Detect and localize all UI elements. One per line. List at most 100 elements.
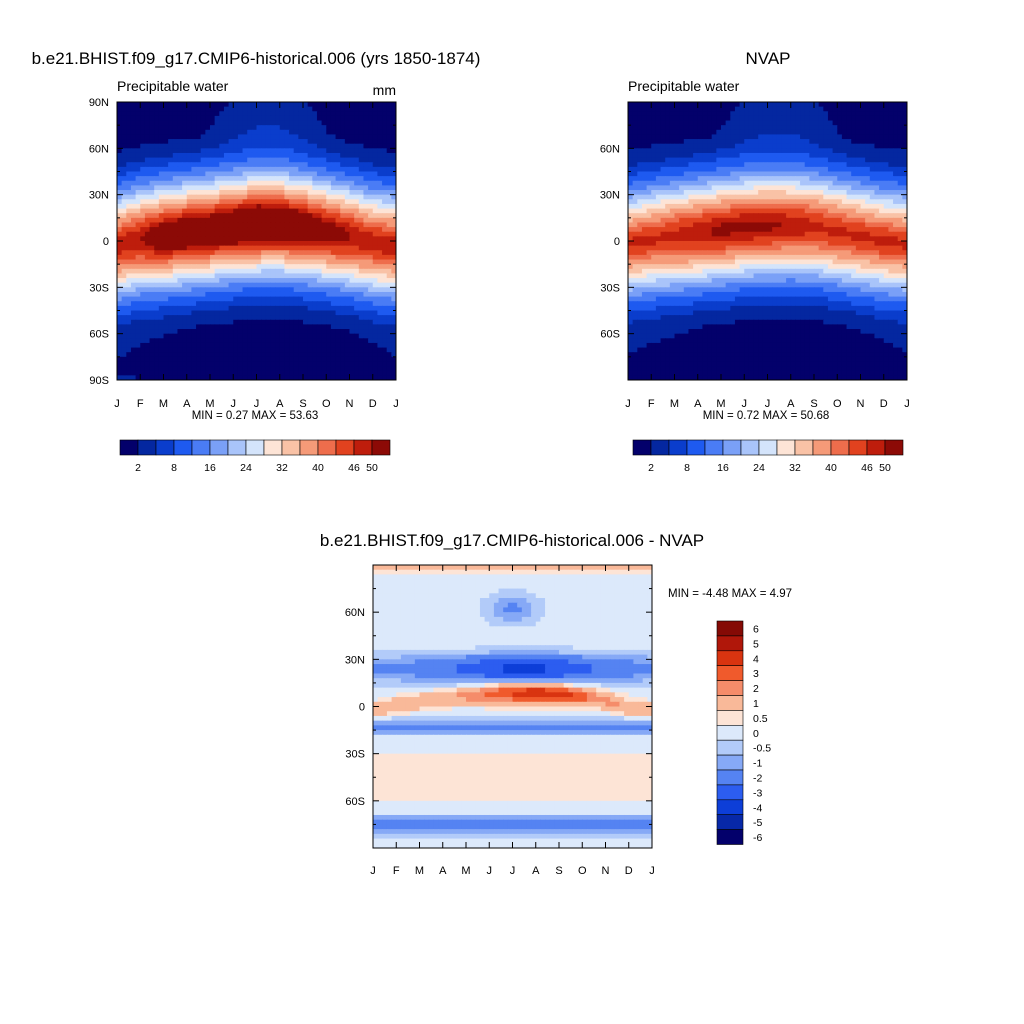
field-cell	[140, 222, 146, 228]
field-cell	[210, 291, 216, 298]
field-cell	[321, 319, 327, 325]
field-cell	[144, 356, 151, 363]
field-cell	[321, 190, 327, 196]
field-cell	[660, 176, 666, 182]
field-cell	[809, 115, 815, 122]
field-cell	[679, 166, 685, 173]
field-cell	[270, 166, 276, 173]
field-cell	[284, 176, 290, 182]
field-cell	[674, 194, 680, 200]
field-cell	[697, 176, 703, 182]
field-cell	[219, 375, 225, 380]
field-cell	[883, 120, 889, 126]
field-cell	[683, 185, 690, 191]
field-cell	[790, 120, 796, 126]
field-cell	[377, 245, 383, 251]
field-cell	[214, 213, 220, 219]
field-cell	[368, 264, 374, 270]
field-cell	[888, 139, 894, 145]
field-cell	[669, 125, 676, 131]
field-cell	[275, 310, 281, 316]
field-cell	[247, 310, 253, 316]
field-cell	[841, 143, 848, 149]
x-tick-label: M	[159, 398, 168, 410]
field-cell	[781, 166, 787, 173]
field-cell	[126, 268, 132, 275]
field-cell	[368, 152, 374, 159]
field-cell	[326, 217, 332, 224]
field-cell	[363, 356, 369, 363]
field-cell	[251, 333, 258, 339]
field-cell	[641, 115, 648, 122]
field-cell	[386, 185, 392, 191]
field-cell	[879, 143, 885, 149]
field-cell	[316, 171, 323, 177]
field-cell	[158, 125, 165, 131]
field-cell	[340, 102, 346, 108]
field-cell	[655, 125, 662, 131]
field-cell	[326, 152, 332, 159]
field-cell	[233, 106, 239, 112]
field-cell	[386, 296, 392, 302]
field-cell	[340, 217, 346, 224]
field-cell	[391, 162, 396, 168]
field-cell	[261, 176, 267, 182]
field-cell	[228, 254, 234, 261]
field-cell	[349, 231, 355, 237]
field-cell	[293, 143, 299, 149]
field-cell	[256, 287, 262, 293]
field-cell	[237, 361, 244, 367]
field-cell	[172, 236, 179, 242]
field-cell	[368, 287, 374, 293]
field-cell	[219, 236, 225, 242]
field-cell	[261, 111, 267, 117]
field-cell	[135, 259, 141, 265]
field-cell	[790, 162, 796, 168]
field-cell	[228, 352, 234, 358]
field-cell	[293, 180, 299, 186]
field-cell	[196, 222, 202, 228]
field-cell	[279, 301, 285, 307]
field-cell	[641, 102, 648, 108]
field-cell	[646, 171, 652, 177]
field-cell	[289, 111, 295, 117]
field-cell	[270, 361, 276, 367]
field-cell	[744, 106, 750, 112]
field-cell	[289, 106, 295, 112]
field-cell	[233, 134, 239, 140]
field-cell	[679, 190, 685, 196]
field-cell	[284, 203, 290, 210]
field-cell	[247, 236, 253, 242]
field-cell	[117, 273, 123, 279]
field-cell	[275, 282, 281, 288]
field-cell	[702, 139, 708, 145]
field-cell	[340, 222, 346, 228]
field-cell	[265, 139, 272, 145]
field-cell	[261, 190, 267, 196]
field-cell	[641, 176, 648, 182]
field-cell	[344, 162, 351, 168]
field-cell	[265, 282, 272, 288]
field-cell	[149, 254, 155, 261]
field-cell	[242, 120, 248, 126]
field-cell	[721, 134, 727, 140]
field-cell	[363, 245, 369, 251]
field-cell	[191, 366, 197, 372]
field-cell	[326, 370, 332, 376]
field-cell	[205, 180, 211, 186]
field-cell	[284, 291, 290, 298]
field-cell	[354, 171, 360, 177]
field-cell	[223, 180, 230, 186]
field-cell	[172, 250, 179, 256]
field-cell	[632, 157, 638, 163]
field-cell	[321, 375, 327, 380]
field-cell	[358, 194, 365, 200]
field-cell	[279, 291, 285, 298]
field-cell	[386, 375, 392, 380]
field-cell	[126, 273, 132, 279]
field-cell	[247, 319, 253, 325]
field-cell	[293, 329, 299, 335]
field-cell	[335, 259, 341, 265]
field-cell	[386, 361, 392, 367]
field-cell	[321, 268, 327, 275]
